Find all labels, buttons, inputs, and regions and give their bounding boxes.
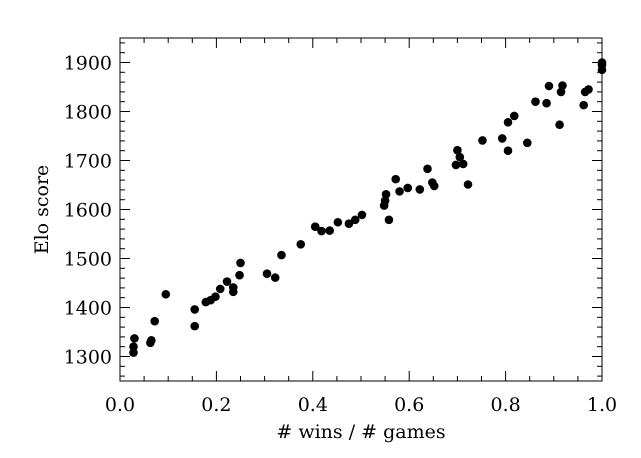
data-point <box>129 348 138 357</box>
y-axis-label: Elo score <box>31 165 53 255</box>
data-point <box>190 321 200 331</box>
data-point <box>344 219 354 229</box>
x-tick-label: 0.8 <box>490 394 520 416</box>
data-point <box>129 342 138 352</box>
data-point <box>544 81 554 91</box>
data-point <box>415 185 425 194</box>
y-tick-label: 1700 <box>64 151 112 173</box>
tick-labels: 0.0 0.2 0.4 0.6 0.8 1.0 1300 1400 1500 1600 1700 18… <box>64 53 617 417</box>
y-tick-label: 1800 <box>64 102 112 124</box>
data-point <box>277 250 286 260</box>
data-points <box>129 58 607 357</box>
data-point <box>503 117 513 127</box>
plot-frame <box>119 37 603 382</box>
data-point <box>395 187 404 196</box>
y-tick-label: 1900 <box>64 53 112 75</box>
x-tick-label: 0.0 <box>105 394 135 416</box>
data-point <box>384 215 394 225</box>
data-point <box>325 226 334 235</box>
data-point <box>310 222 320 231</box>
data-point <box>478 136 487 145</box>
data-point <box>147 336 156 345</box>
data-point <box>522 138 532 148</box>
data-point <box>503 146 513 155</box>
data-point <box>296 239 306 249</box>
x-tick-label: 0.2 <box>201 394 231 416</box>
x-axis-label: # wins / # games <box>276 421 445 443</box>
data-point <box>215 284 225 294</box>
data-point <box>262 269 272 278</box>
data-point <box>579 100 588 110</box>
y-tick-label: 1400 <box>64 298 112 320</box>
x-tick-label: 0.4 <box>298 394 328 416</box>
data-point <box>236 258 245 268</box>
data-point <box>235 270 244 280</box>
data-point <box>542 98 551 108</box>
data-point <box>350 215 360 225</box>
data-point <box>222 277 232 286</box>
data-point <box>509 111 519 121</box>
axis-ticks <box>119 38 603 381</box>
data-point <box>130 334 139 343</box>
data-point <box>228 283 238 292</box>
data-point <box>380 196 390 205</box>
data-point <box>403 183 413 193</box>
data-point <box>150 316 160 326</box>
data-point <box>584 85 593 94</box>
data-point <box>161 289 171 299</box>
data-point <box>381 190 391 199</box>
y-tick-label: 1500 <box>64 249 112 271</box>
data-point <box>357 210 367 220</box>
y-tick-label: 1300 <box>64 347 112 369</box>
data-point <box>497 134 507 143</box>
data-point <box>458 159 468 169</box>
data-point <box>453 145 462 155</box>
data-point <box>190 305 200 314</box>
data-point <box>451 160 461 170</box>
data-point <box>317 226 326 236</box>
data-point <box>531 97 540 106</box>
data-point <box>455 152 465 162</box>
data-point <box>211 292 220 302</box>
data-point <box>270 273 280 282</box>
data-point <box>558 81 567 90</box>
x-tick-label: 1.0 <box>587 394 617 416</box>
data-point <box>429 181 439 191</box>
data-point <box>333 217 343 227</box>
y-tick-label: 1600 <box>64 200 112 222</box>
data-point <box>555 120 564 130</box>
data-point <box>463 180 473 189</box>
data-point <box>391 174 401 184</box>
data-point <box>423 164 432 174</box>
x-tick-label: 0.6 <box>394 394 424 416</box>
